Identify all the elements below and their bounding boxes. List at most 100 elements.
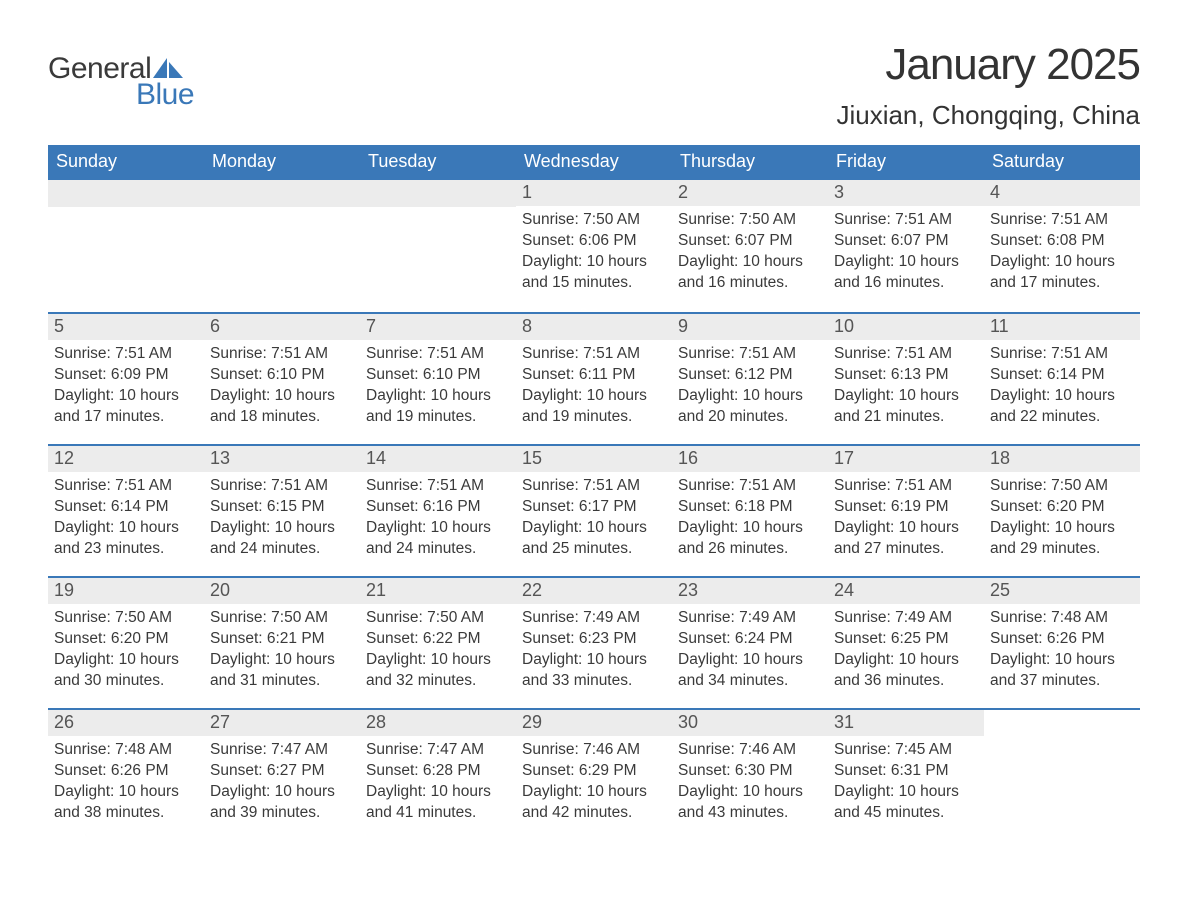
weekday-tuesday: Tuesday bbox=[360, 145, 516, 180]
day-number: 19 bbox=[48, 578, 204, 604]
day-cell-31: 31Sunrise: 7:45 AMSunset: 6:31 PMDayligh… bbox=[828, 710, 984, 840]
day-number: 18 bbox=[984, 446, 1140, 472]
day-cell-1: 1Sunrise: 7:50 AMSunset: 6:06 PMDaylight… bbox=[516, 180, 672, 310]
daylight-text: Daylight: 10 hours and 27 minutes. bbox=[834, 518, 980, 560]
week-row: 5 Sunrise: 7:51 AMSunset: 6:09 PMDaylight… bbox=[48, 312, 1140, 444]
calendar: SundayMondayTuesdayWednesdayThursdayFrid… bbox=[48, 145, 1140, 840]
day-number: 10 bbox=[828, 314, 984, 340]
sunset-text: Sunset: 6:29 PM bbox=[522, 761, 668, 782]
daylight-text: Daylight: 10 hours and 37 minutes. bbox=[990, 650, 1136, 692]
daylight-text: Daylight: 10 hours and 21 minutes. bbox=[834, 386, 980, 428]
empty-daynum-bar bbox=[48, 180, 204, 207]
sunrise-text: Sunrise: 7:50 AM bbox=[210, 608, 356, 629]
daylight-text: Daylight: 10 hours and 29 minutes. bbox=[990, 518, 1136, 560]
day-number: 21 bbox=[360, 578, 516, 604]
daylight-text: Daylight: 10 hours and 17 minutes. bbox=[990, 252, 1136, 294]
sunrise-text: Sunrise: 7:49 AM bbox=[834, 608, 980, 629]
header: General Blue January 2025 Jiuxian, Chong… bbox=[48, 40, 1140, 131]
sunrise-text: Sunrise: 7:47 AM bbox=[210, 740, 356, 761]
day-number: 26 bbox=[48, 710, 204, 736]
day-number: 12 bbox=[48, 446, 204, 472]
day-number: 16 bbox=[672, 446, 828, 472]
sunrise-text: Sunrise: 7:49 AM bbox=[678, 608, 824, 629]
daylight-text: Daylight: 10 hours and 34 minutes. bbox=[678, 650, 824, 692]
sunrise-text: Sunrise: 7:51 AM bbox=[522, 476, 668, 497]
sunset-text: Sunset: 6:30 PM bbox=[678, 761, 824, 782]
day-details: Sunrise: 7:51 AMSunset: 6:09 PMDaylight:… bbox=[52, 344, 200, 428]
day-number: 28 bbox=[360, 710, 516, 736]
day-cell-20: 20Sunrise: 7:50 AMSunset: 6:21 PMDayligh… bbox=[204, 578, 360, 708]
sunset-text: Sunset: 6:20 PM bbox=[990, 497, 1136, 518]
sunrise-text: Sunrise: 7:51 AM bbox=[834, 210, 980, 231]
sunset-text: Sunset: 6:10 PM bbox=[210, 365, 356, 386]
day-number: 4 bbox=[984, 180, 1140, 206]
sunset-text: Sunset: 6:23 PM bbox=[522, 629, 668, 650]
sunrise-text: Sunrise: 7:51 AM bbox=[210, 344, 356, 365]
sunset-text: Sunset: 6:31 PM bbox=[834, 761, 980, 782]
daylight-text: Daylight: 10 hours and 38 minutes. bbox=[54, 782, 200, 824]
day-details: Sunrise: 7:51 AMSunset: 6:13 PMDaylight:… bbox=[832, 344, 980, 428]
day-number: 15 bbox=[516, 446, 672, 472]
sunset-text: Sunset: 6:14 PM bbox=[54, 497, 200, 518]
day-details: Sunrise: 7:50 AMSunset: 6:06 PMDaylight:… bbox=[520, 210, 668, 294]
day-cell-29: 29Sunrise: 7:46 AMSunset: 6:29 PMDayligh… bbox=[516, 710, 672, 840]
sunrise-text: Sunrise: 7:51 AM bbox=[522, 344, 668, 365]
day-cell-6: 6Sunrise: 7:51 AMSunset: 6:10 PMDaylight… bbox=[204, 314, 360, 444]
sunset-text: Sunset: 6:14 PM bbox=[990, 365, 1136, 386]
week-row: 26Sunrise: 7:48 AMSunset: 6:26 PMDayligh… bbox=[48, 708, 1140, 840]
sunrise-text: Sunrise: 7:46 AM bbox=[678, 740, 824, 761]
day-number: 7 bbox=[360, 314, 516, 340]
day-details: Sunrise: 7:51 AMSunset: 6:19 PMDaylight:… bbox=[832, 476, 980, 560]
day-details: Sunrise: 7:50 AMSunset: 6:20 PMDaylight:… bbox=[988, 476, 1136, 560]
day-cell-7: 7 Sunrise: 7:51 AMSunset: 6:10 PMDaylight… bbox=[360, 314, 516, 444]
calendar-body: 1Sunrise: 7:50 AMSunset: 6:06 PMDaylight… bbox=[48, 180, 1140, 840]
sunrise-text: Sunrise: 7:51 AM bbox=[366, 344, 512, 365]
sunrise-text: Sunrise: 7:46 AM bbox=[522, 740, 668, 761]
day-cell-empty bbox=[984, 710, 1140, 726]
day-details: Sunrise: 7:48 AMSunset: 6:26 PMDaylight:… bbox=[988, 608, 1136, 692]
page-title: January 2025 bbox=[836, 40, 1140, 90]
day-details: Sunrise: 7:51 AMSunset: 6:10 PMDaylight:… bbox=[364, 344, 512, 428]
sunset-text: Sunset: 6:17 PM bbox=[522, 497, 668, 518]
weekday-sunday: Sunday bbox=[48, 145, 204, 180]
day-cell-26: 26Sunrise: 7:48 AMSunset: 6:26 PMDayligh… bbox=[48, 710, 204, 840]
day-number: 23 bbox=[672, 578, 828, 604]
day-cell-22: 22Sunrise: 7:49 AMSunset: 6:23 PMDayligh… bbox=[516, 578, 672, 708]
sunrise-text: Sunrise: 7:51 AM bbox=[990, 344, 1136, 365]
sunset-text: Sunset: 6:26 PM bbox=[54, 761, 200, 782]
day-number: 14 bbox=[360, 446, 516, 472]
day-number: 2 bbox=[672, 180, 828, 206]
day-cell-28: 28Sunrise: 7:47 AMSunset: 6:28 PMDayligh… bbox=[360, 710, 516, 840]
daylight-text: Daylight: 10 hours and 43 minutes. bbox=[678, 782, 824, 824]
day-details: Sunrise: 7:51 AMSunset: 6:14 PMDaylight:… bbox=[988, 344, 1136, 428]
day-cell-empty bbox=[360, 180, 516, 227]
day-details: Sunrise: 7:51 AMSunset: 6:14 PMDaylight:… bbox=[52, 476, 200, 560]
sunrise-text: Sunrise: 7:51 AM bbox=[678, 476, 824, 497]
day-cell-24: 24Sunrise: 7:49 AMSunset: 6:25 PMDayligh… bbox=[828, 578, 984, 708]
daylight-text: Daylight: 10 hours and 25 minutes. bbox=[522, 518, 668, 560]
sunrise-text: Sunrise: 7:50 AM bbox=[366, 608, 512, 629]
day-number: 20 bbox=[204, 578, 360, 604]
location: Jiuxian, Chongqing, China bbox=[836, 100, 1140, 131]
day-number: 3 bbox=[828, 180, 984, 206]
sunrise-text: Sunrise: 7:50 AM bbox=[678, 210, 824, 231]
day-details: Sunrise: 7:51 AMSunset: 6:17 PMDaylight:… bbox=[520, 476, 668, 560]
daylight-text: Daylight: 10 hours and 17 minutes. bbox=[54, 386, 200, 428]
sunset-text: Sunset: 6:22 PM bbox=[366, 629, 512, 650]
sunset-text: Sunset: 6:28 PM bbox=[366, 761, 512, 782]
sunrise-text: Sunrise: 7:45 AM bbox=[834, 740, 980, 761]
day-cell-15: 15 Sunrise: 7:51 AMSunset: 6:17 PMDayligh… bbox=[516, 446, 672, 576]
sunset-text: Sunset: 6:21 PM bbox=[210, 629, 356, 650]
sunset-text: Sunset: 6:19 PM bbox=[834, 497, 980, 518]
day-number: 5 bbox=[48, 314, 204, 340]
daylight-text: Daylight: 10 hours and 19 minutes. bbox=[366, 386, 512, 428]
day-cell-12: 12 Sunrise: 7:51 AMSunset: 6:14 PMDayligh… bbox=[48, 446, 204, 576]
sunrise-text: Sunrise: 7:51 AM bbox=[54, 344, 200, 365]
weekday-monday: Monday bbox=[204, 145, 360, 180]
day-number: 25 bbox=[984, 578, 1140, 604]
day-cell-17: 17Sunrise: 7:51 AMSunset: 6:19 PMDayligh… bbox=[828, 446, 984, 576]
sunrise-text: Sunrise: 7:50 AM bbox=[54, 608, 200, 629]
day-number: 24 bbox=[828, 578, 984, 604]
day-details: Sunrise: 7:51 AMSunset: 6:10 PMDaylight:… bbox=[208, 344, 356, 428]
sunset-text: Sunset: 6:16 PM bbox=[366, 497, 512, 518]
